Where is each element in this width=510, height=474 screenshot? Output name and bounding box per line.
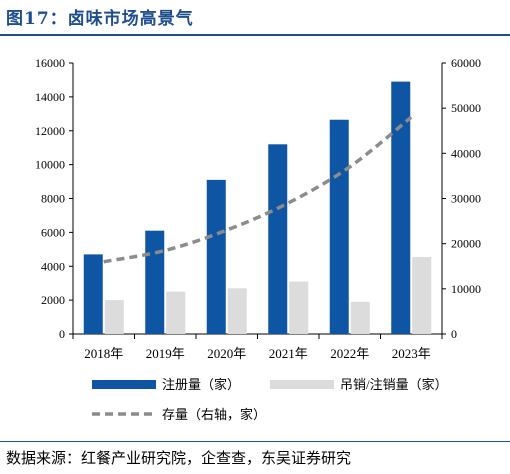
- left-tick-label: 2000: [41, 293, 65, 307]
- right-tick-label: 50000: [451, 101, 481, 115]
- line-stock: [103, 115, 413, 264]
- x-tick-label: 2021年: [269, 346, 308, 361]
- bar-cancellations: [227, 288, 247, 334]
- right-tick-label: 40000: [451, 146, 481, 160]
- title-divider: [0, 34, 510, 36]
- chart-axes: 0 2000 4000 6000 8000 10000 12000 14000 16000 0 10…: [35, 56, 481, 361]
- bar-registrations: [83, 254, 103, 334]
- bar-cancellations: [104, 300, 124, 334]
- bar-cancellations: [166, 291, 186, 334]
- legend-swatch-registrations: [92, 380, 156, 389]
- bar-registrations: [268, 144, 288, 334]
- bar-registrations: [391, 81, 411, 334]
- right-tick-label: 60000: [451, 56, 481, 70]
- legend-label-registrations: 注册量（家）: [162, 377, 240, 392]
- source-note: 数据来源：红餐产业研究院，企查查，东吴证券研究: [6, 449, 352, 467]
- x-tick-label: 2023年: [392, 346, 431, 361]
- x-tick-label: 2020年: [207, 346, 246, 361]
- legend-label-stock: 存量（右轴，家）: [162, 407, 266, 422]
- bar-cancellations: [350, 301, 370, 334]
- left-tick-label: 4000: [41, 259, 65, 273]
- bar-cancellations: [412, 256, 432, 334]
- x-tick-label: 2019年: [146, 346, 185, 361]
- chart-legend: 注册量（家） 吊销/注销量（家） 存量（右轴，家）: [92, 377, 448, 422]
- legend-swatch-cancellations: [270, 380, 334, 389]
- left-tick-label: 0: [59, 327, 65, 341]
- right-tick-label: 20000: [451, 237, 481, 251]
- bar-cancellations: [289, 281, 309, 334]
- legend-label-cancellations: 吊销/注销量（家）: [340, 377, 448, 392]
- chart-bars: [83, 81, 432, 334]
- left-tick-label: 6000: [41, 225, 65, 239]
- x-tick-label: 2022年: [330, 346, 369, 361]
- left-tick-label: 8000: [41, 192, 65, 206]
- right-tick-label: 0: [451, 327, 457, 341]
- bar-registrations: [206, 179, 226, 334]
- left-tick-label: 16000: [35, 56, 65, 70]
- left-tick-label: 10000: [35, 158, 65, 172]
- bar-registrations: [329, 119, 349, 334]
- left-tick-label: 14000: [35, 90, 65, 104]
- chart-line: [103, 115, 413, 264]
- source-divider: [0, 441, 510, 442]
- left-tick-label: 12000: [35, 124, 65, 138]
- x-tick-label: 2018年: [84, 346, 123, 361]
- right-tick-label: 10000: [451, 282, 481, 296]
- bar-registrations: [145, 230, 165, 334]
- chart: 0 2000 4000 6000 8000 10000 12000 14000 16000 0 10…: [35, 56, 481, 422]
- figure-title: 图17：卤味市场高景气: [6, 9, 194, 29]
- right-tick-label: 30000: [451, 192, 481, 206]
